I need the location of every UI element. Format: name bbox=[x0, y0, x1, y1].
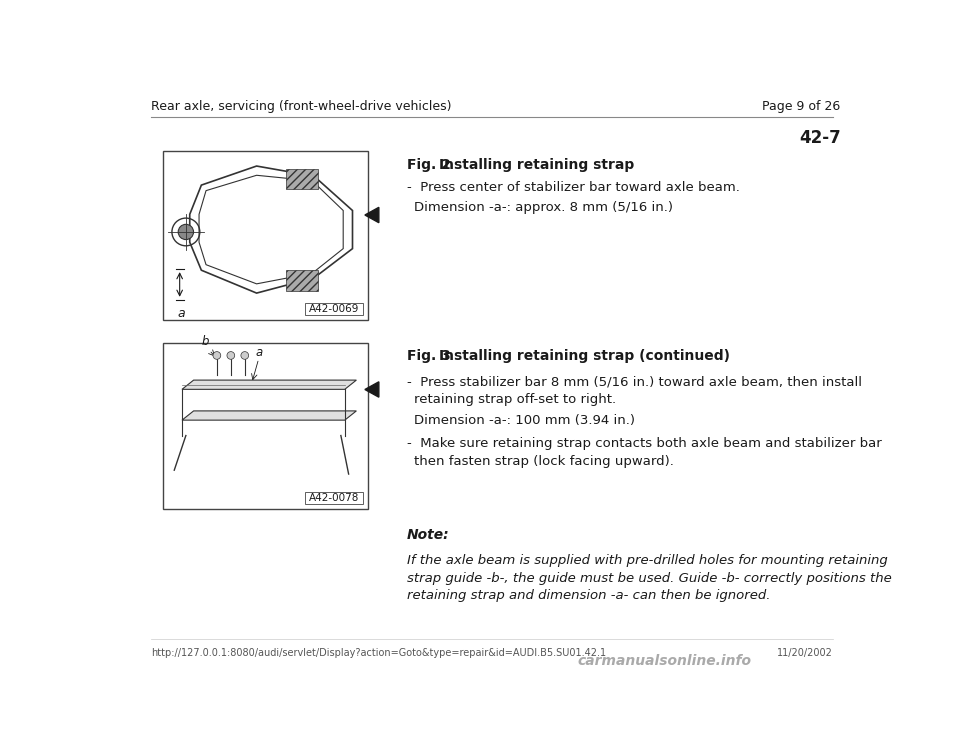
Text: Rear axle, servicing (front-wheel-drive vehicles): Rear axle, servicing (front-wheel-drive … bbox=[151, 100, 451, 113]
Text: Fig. 3: Fig. 3 bbox=[407, 349, 450, 364]
Text: Page 9 of 26: Page 9 of 26 bbox=[762, 100, 841, 113]
Text: If the axle beam is supplied with pre-drilled holes for mounting retaining: If the axle beam is supplied with pre-dr… bbox=[407, 554, 887, 568]
Polygon shape bbox=[365, 207, 379, 223]
Text: Note:: Note: bbox=[407, 528, 449, 542]
Text: -  Make sure retaining strap contacts both axle beam and stabilizer bar: - Make sure retaining strap contacts bot… bbox=[407, 437, 881, 450]
Text: Dimension -a-: 100 mm (3.94 in.): Dimension -a-: 100 mm (3.94 in.) bbox=[415, 414, 636, 427]
Text: a: a bbox=[256, 346, 263, 358]
Text: Installing retaining strap: Installing retaining strap bbox=[440, 158, 635, 172]
Circle shape bbox=[227, 352, 234, 359]
Text: then fasten strap (lock facing upward).: then fasten strap (lock facing upward). bbox=[415, 455, 674, 467]
Polygon shape bbox=[182, 411, 356, 420]
Text: http://127.0.0.1:8080/audi/servlet/Display?action=Goto&type=repair&id=AUDI.B5.SU: http://127.0.0.1:8080/audi/servlet/Displ… bbox=[151, 648, 606, 658]
Text: 42-7: 42-7 bbox=[799, 129, 841, 147]
FancyBboxPatch shape bbox=[286, 270, 318, 291]
Text: a: a bbox=[178, 307, 185, 321]
FancyBboxPatch shape bbox=[286, 168, 318, 189]
Polygon shape bbox=[365, 382, 379, 397]
Text: Fig. 2: Fig. 2 bbox=[407, 158, 450, 172]
Text: 11/20/2002: 11/20/2002 bbox=[778, 648, 833, 658]
Circle shape bbox=[241, 352, 249, 359]
FancyBboxPatch shape bbox=[162, 343, 368, 509]
Circle shape bbox=[213, 352, 221, 359]
Polygon shape bbox=[182, 380, 356, 390]
Text: b: b bbox=[202, 335, 209, 348]
Text: Dimension -a-: approx. 8 mm (5/16 in.): Dimension -a-: approx. 8 mm (5/16 in.) bbox=[415, 200, 674, 214]
Text: Installing retaining strap (continued): Installing retaining strap (continued) bbox=[440, 349, 731, 364]
Circle shape bbox=[179, 224, 194, 240]
Text: A42-0069: A42-0069 bbox=[309, 304, 359, 315]
FancyBboxPatch shape bbox=[305, 303, 363, 315]
Text: retaining strap and dimension -a- can then be ignored.: retaining strap and dimension -a- can th… bbox=[407, 589, 770, 603]
Text: retaining strap off-set to right.: retaining strap off-set to right. bbox=[415, 393, 616, 406]
Text: carmanualsonline.info: carmanualsonline.info bbox=[577, 654, 752, 669]
Text: -  Press center of stabilizer bar toward axle beam.: - Press center of stabilizer bar toward … bbox=[407, 182, 739, 194]
Text: A42-0078: A42-0078 bbox=[309, 493, 359, 503]
FancyBboxPatch shape bbox=[305, 492, 363, 504]
Text: -  Press stabilizer bar 8 mm (5/16 in.) toward axle beam, then install: - Press stabilizer bar 8 mm (5/16 in.) t… bbox=[407, 375, 862, 389]
FancyBboxPatch shape bbox=[162, 151, 368, 320]
Text: strap guide -b-, the guide must be used. Guide -b- correctly positions the: strap guide -b-, the guide must be used.… bbox=[407, 572, 892, 585]
